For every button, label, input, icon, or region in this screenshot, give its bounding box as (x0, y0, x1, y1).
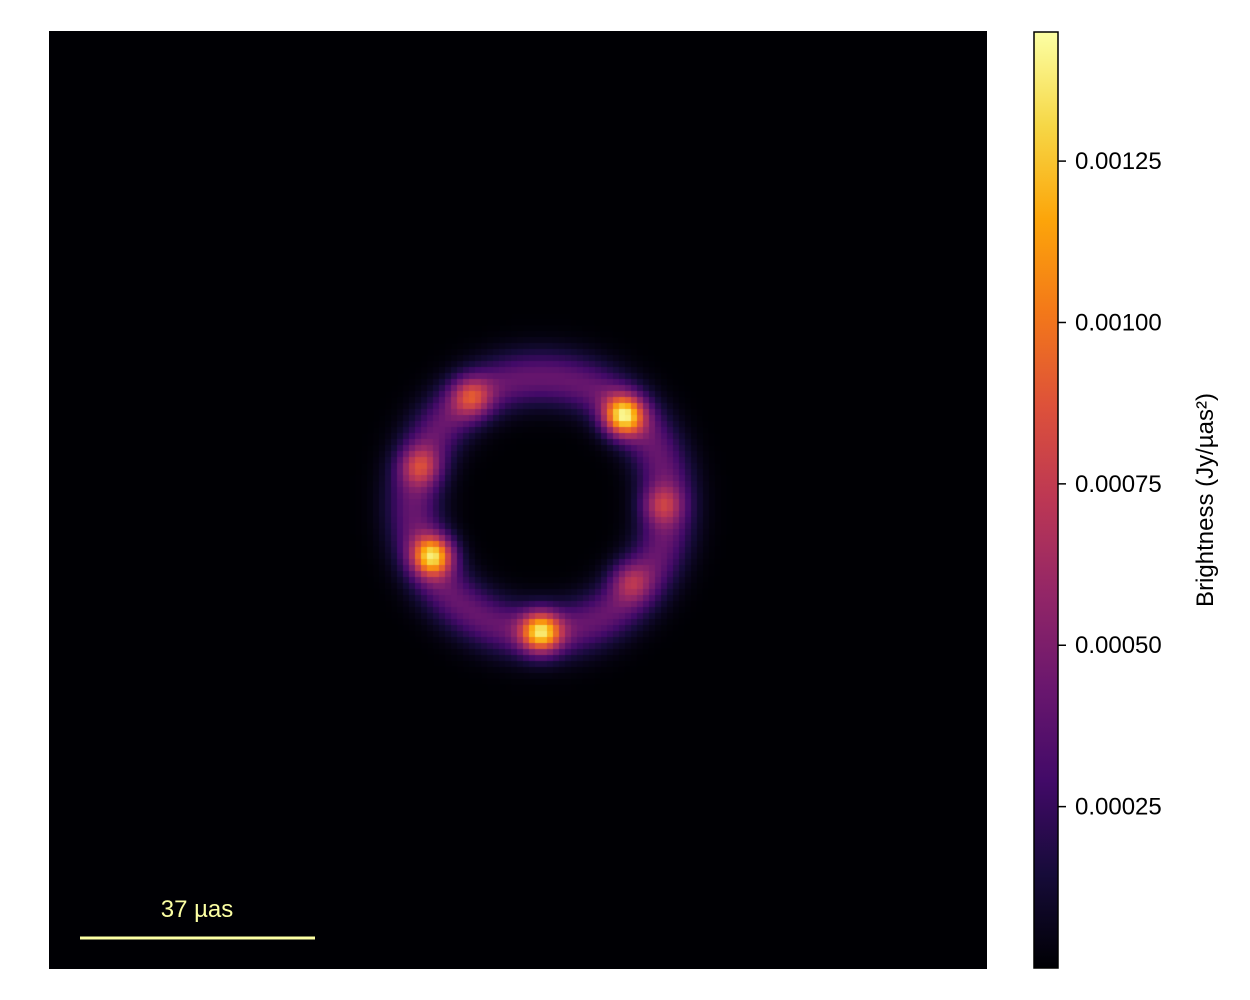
colorbar-tick-label: 0.00025 (1075, 794, 1162, 821)
colorbar-tick-label: 0.00125 (1075, 148, 1162, 175)
colorbar-tick-label: 0.00050 (1075, 632, 1162, 659)
scalebar-label: 37 µas (161, 896, 234, 923)
colorbar-label: Brightness (Jy/µas²) (1192, 393, 1219, 607)
brightness-image (49, 31, 987, 969)
colorbar-ticks: 0.00025 0.00050 0.00075 0.00100 0.00125 (1058, 148, 1162, 821)
colorbar (1033, 31, 1059, 969)
colorbar-tick-label: 0.00075 (1075, 471, 1162, 498)
colorbar-tick-label: 0.00100 (1075, 309, 1162, 336)
